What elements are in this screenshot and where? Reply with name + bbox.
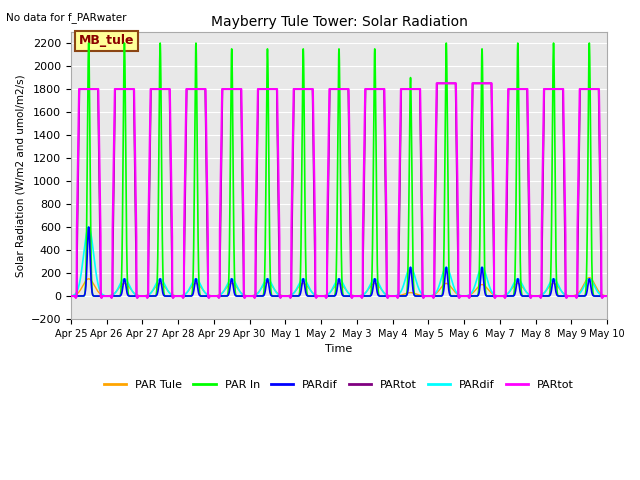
Legend: PAR Tule, PAR In, PARdif, PARtot, PARdif, PARtot: PAR Tule, PAR In, PARdif, PARtot, PARdif… [100, 375, 578, 394]
Text: MB_tule: MB_tule [79, 35, 134, 48]
Title: Mayberry Tule Tower: Solar Radiation: Mayberry Tule Tower: Solar Radiation [211, 15, 467, 29]
Y-axis label: Solar Radiation (W/m2 and umol/m2/s): Solar Radiation (W/m2 and umol/m2/s) [15, 74, 25, 276]
X-axis label: Time: Time [325, 344, 353, 354]
Text: No data for f_PARwater: No data for f_PARwater [6, 12, 127, 23]
